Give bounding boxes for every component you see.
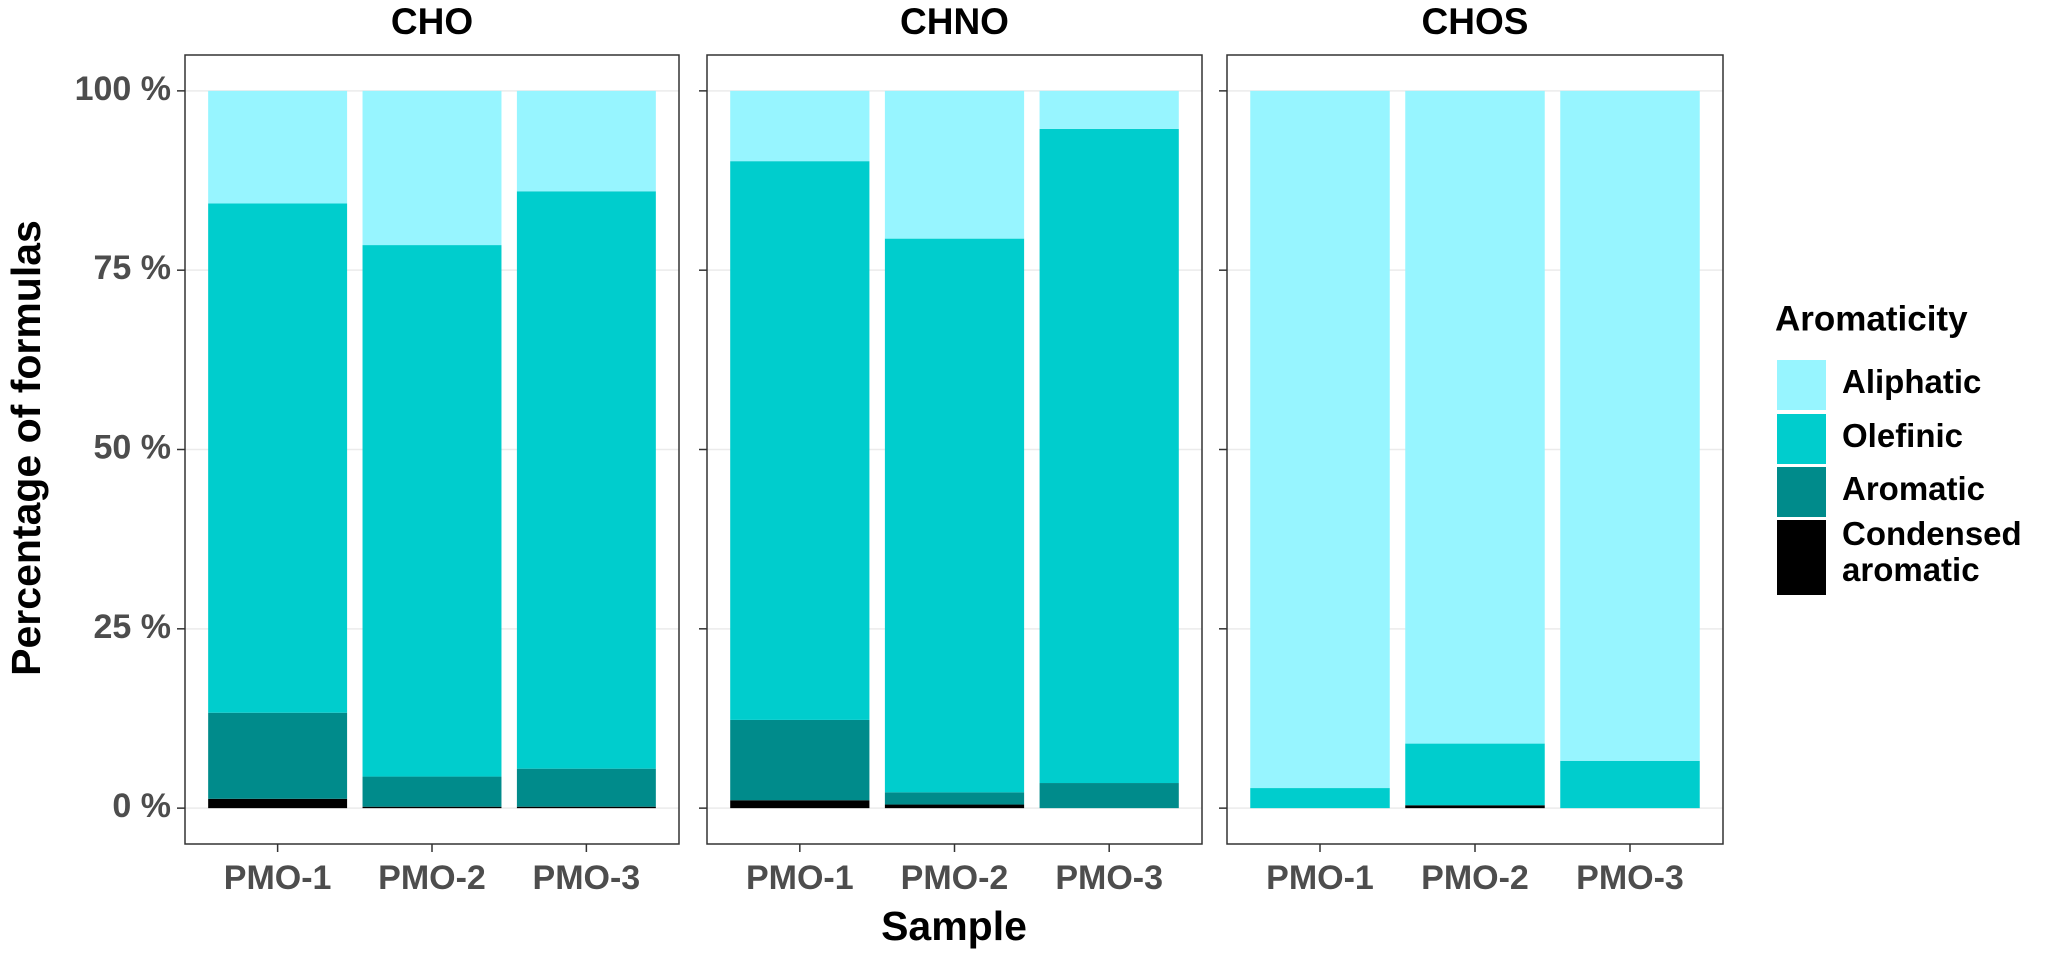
bar-segment bbox=[1039, 90, 1179, 129]
legend-key bbox=[1777, 360, 1826, 410]
y-axis-title: Percentage of formulas bbox=[3, 220, 49, 676]
legend-label-box: Olefinic bbox=[1842, 418, 1964, 454]
x-tick-label: PMO-3 bbox=[1055, 859, 1163, 897]
y-tick-label: 75 % bbox=[94, 249, 172, 287]
legend-key bbox=[1777, 520, 1826, 595]
bar-segment bbox=[362, 245, 502, 777]
bar-segment bbox=[884, 804, 1025, 809]
y-tick-label: 100 % bbox=[75, 70, 171, 108]
bar-segment bbox=[362, 776, 502, 807]
legend-label: Aromatic bbox=[1842, 471, 1986, 507]
bar-segment bbox=[730, 90, 870, 162]
y-tick-label: 0 % bbox=[112, 787, 171, 825]
x-tick-label: PMO-1 bbox=[224, 859, 332, 897]
bar-segment bbox=[1250, 90, 1390, 789]
y-tick-label: 25 % bbox=[94, 608, 172, 646]
x-tick-label: PMO-2 bbox=[1421, 859, 1529, 897]
bar-segment bbox=[1560, 90, 1700, 761]
bar-segment bbox=[516, 191, 656, 769]
panel-border bbox=[706, 54, 1203, 845]
strip-title: CHOS bbox=[1422, 1, 1529, 42]
bar-segment bbox=[516, 90, 656, 192]
x-tick-label: PMO-2 bbox=[378, 859, 486, 897]
strip-title: CHO bbox=[391, 1, 473, 42]
bar-segment bbox=[1405, 90, 1545, 744]
bar-segment bbox=[884, 792, 1025, 805]
bar-segment bbox=[362, 806, 502, 809]
bar-segment bbox=[1560, 760, 1700, 809]
bar-segment bbox=[516, 806, 656, 809]
bar-segment bbox=[1405, 743, 1545, 806]
x-tick-label: PMO-1 bbox=[746, 859, 854, 897]
x-tick-label: PMO-3 bbox=[533, 859, 641, 897]
bar-segment bbox=[730, 719, 870, 801]
legend-label-box: Aliphatic bbox=[1842, 364, 1982, 400]
bar-segment bbox=[208, 712, 348, 799]
legend-key bbox=[1777, 414, 1826, 464]
bar-segment bbox=[208, 798, 348, 809]
bar-segment bbox=[884, 90, 1025, 239]
bar-segment bbox=[884, 238, 1025, 793]
bar-segment bbox=[1405, 805, 1545, 809]
bar-segment bbox=[730, 800, 870, 809]
bar-segment bbox=[516, 768, 656, 807]
strip-title: CHNO bbox=[900, 1, 1009, 42]
bar-segment bbox=[1250, 788, 1390, 809]
legend-label-box: Aromatic bbox=[1842, 471, 1986, 507]
bar-segment bbox=[208, 90, 348, 204]
legend-label-box: Condensed aromatic bbox=[1842, 516, 2022, 588]
legend-key bbox=[1777, 467, 1826, 517]
x-tick-label: PMO-3 bbox=[1576, 859, 1684, 897]
bar-segment bbox=[362, 90, 502, 246]
x-axis-title: Sample bbox=[881, 903, 1027, 949]
x-tick-label: PMO-1 bbox=[1266, 859, 1374, 897]
bar-segment bbox=[208, 203, 348, 713]
bar-segment bbox=[730, 161, 870, 720]
panel-border bbox=[1226, 54, 1724, 845]
legend-label: Olefinic bbox=[1842, 418, 1964, 454]
y-tick-label: 50 % bbox=[94, 428, 172, 466]
bar-segment bbox=[1039, 128, 1179, 784]
legend-label: Aliphatic bbox=[1842, 364, 1982, 400]
bar-segment bbox=[1039, 783, 1179, 809]
panel-border bbox=[184, 54, 680, 845]
legend-label: Condensed aromatic bbox=[1842, 516, 2022, 588]
legend-title: Aromaticity bbox=[1775, 299, 1968, 338]
x-tick-label: PMO-2 bbox=[901, 859, 1009, 897]
